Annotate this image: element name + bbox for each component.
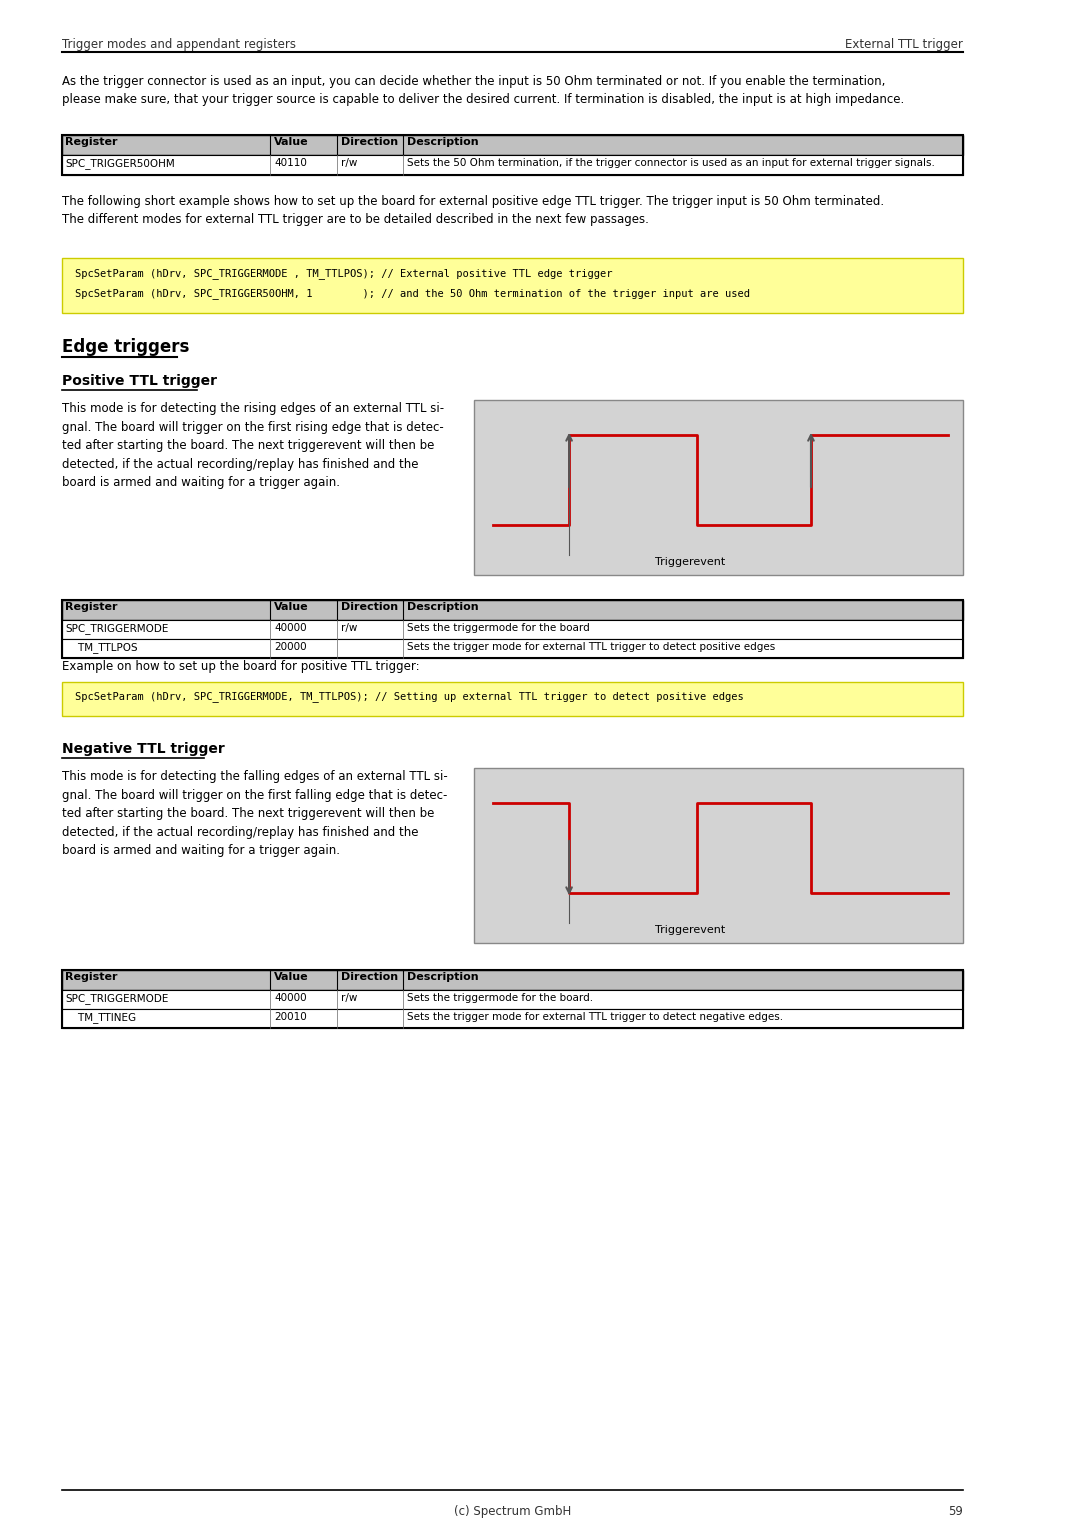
Text: 59: 59 [948,1505,962,1517]
Text: Example on how to set up the board for positive TTL trigger:: Example on how to set up the board for p… [62,660,419,672]
Text: r/w: r/w [340,157,356,168]
Text: This mode is for detecting the falling edges of an external TTL si-
gnal. The bo: This mode is for detecting the falling e… [62,770,447,857]
Text: SpcSetParam (hDrv, SPC_TRIGGERMODE, TM_TTLPOS); // Setting up external TTL trigg: SpcSetParam (hDrv, SPC_TRIGGERMODE, TM_T… [75,691,744,701]
Text: Direction: Direction [340,602,397,613]
Text: TM_TTLPOS: TM_TTLPOS [66,642,138,652]
Text: SpcSetParam (hDrv, SPC_TRIGGERMODE , TM_TTLPOS); // External positive TTL edge t: SpcSetParam (hDrv, SPC_TRIGGERMODE , TM_… [75,267,612,280]
Text: Sets the trigger mode for external TTL trigger to detect negative edges.: Sets the trigger mode for external TTL t… [407,1012,783,1022]
Text: Edge triggers: Edge triggers [62,338,189,356]
Text: Direction: Direction [340,972,397,983]
Text: r/w: r/w [340,993,356,1002]
Bar [474,400,962,575]
Text: Value: Value [274,972,309,983]
Text: Direction: Direction [340,138,397,147]
Text: SpcSetParam (hDrv, SPC_TRIGGER50OHM, 1        ); // and the 50 Ohm termination o: SpcSetParam (hDrv, SPC_TRIGGER50OHM, 1 )… [75,287,750,299]
Text: Register: Register [66,972,118,983]
Text: Description: Description [407,138,478,147]
Bar [62,970,962,1028]
Text: Sets the triggermode for the board.: Sets the triggermode for the board. [407,993,593,1002]
Text: SPC_TRIGGER50OHM: SPC_TRIGGER50OHM [66,157,175,170]
Text: Register: Register [66,602,118,613]
Text: Value: Value [274,602,309,613]
Bar [62,990,962,1008]
Text: Description: Description [407,602,478,613]
Text: Triggerevent: Triggerevent [654,924,725,935]
Bar [62,1008,962,1028]
Bar [62,134,962,154]
Text: 40000: 40000 [274,993,307,1002]
Text: Negative TTL trigger: Negative TTL trigger [62,743,225,756]
Text: Register: Register [66,138,118,147]
Text: The following short example shows how to set up the board for external positive : The following short example shows how to… [62,196,883,226]
Text: SPC_TRIGGERMODE: SPC_TRIGGERMODE [66,993,168,1004]
Text: Trigger modes and appendant registers: Trigger modes and appendant registers [62,38,296,50]
Text: r/w: r/w [340,623,356,633]
Bar [62,970,962,990]
Text: Value: Value [274,138,309,147]
Text: Description: Description [407,972,478,983]
Bar [62,681,962,717]
Text: As the trigger connector is used as an input, you can decide whether the input i: As the trigger connector is used as an i… [62,75,904,105]
Text: Sets the trigger mode for external TTL trigger to detect positive edges: Sets the trigger mode for external TTL t… [407,642,775,652]
Text: TM_TTINEG: TM_TTINEG [66,1012,136,1022]
Bar [62,134,962,176]
Bar [62,639,962,659]
Bar [62,601,962,620]
Text: 20000: 20000 [274,642,307,652]
Text: Positive TTL trigger: Positive TTL trigger [62,374,217,388]
Text: External TTL trigger: External TTL trigger [845,38,962,50]
Text: 40000: 40000 [274,623,307,633]
Text: 40110: 40110 [274,157,307,168]
Text: Sets the 50 Ohm termination, if the trigger connector is used as an input for ex: Sets the 50 Ohm termination, if the trig… [407,157,935,168]
Text: This mode is for detecting the rising edges of an external TTL si-
gnal. The boa: This mode is for detecting the rising ed… [62,402,444,489]
Text: SPC_TRIGGERMODE: SPC_TRIGGERMODE [66,623,168,634]
Bar [62,620,962,639]
Bar [62,601,962,659]
Text: (c) Spectrum GmbH: (c) Spectrum GmbH [454,1505,571,1517]
Text: Sets the triggermode for the board: Sets the triggermode for the board [407,623,590,633]
Text: 20010: 20010 [274,1012,307,1022]
Text: Triggerevent: Triggerevent [654,558,725,567]
Bar [62,154,962,176]
Bar [62,258,962,313]
Bar [474,769,962,943]
